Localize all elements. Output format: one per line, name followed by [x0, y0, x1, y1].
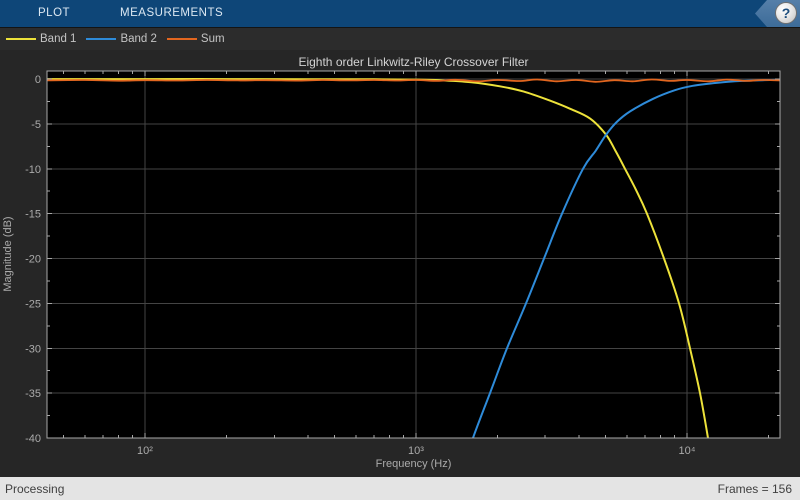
- legend-label-sum: Sum: [200, 33, 225, 45]
- legend-label-band2: Band 2: [120, 33, 157, 45]
- y-tick-label: -25: [25, 298, 41, 310]
- y-tick-label: 0: [35, 74, 41, 86]
- legend-swatch-sum: [166, 38, 197, 40]
- question-icon: ?: [781, 5, 791, 21]
- tab-plot[interactable]: PLOT: [38, 7, 71, 19]
- x-tick-label: 10⁴: [678, 445, 695, 457]
- y-tick-label: -40: [25, 433, 41, 445]
- legend-item-band2[interactable]: Band 2: [86, 33, 157, 45]
- frames-counter: Frames = 156: [717, 481, 792, 496]
- x-tick-label: 10³: [408, 445, 424, 457]
- figure-area: 10² 10³ 10⁴ 0 -5 -10 -15 -20 -25 -30 -35 -40 Eighth …: [0, 50, 800, 477]
- tab-measurements[interactable]: MEASUREMENTS: [120, 7, 224, 19]
- series-curve-sum: [47, 78, 780, 83]
- status-message: Processing: [5, 481, 65, 496]
- toolstrip: PLOT MEASUREMENTS ?: [0, 0, 800, 27]
- status-bar: Processing Frames = 156: [0, 477, 800, 500]
- legend-swatch-band2: [86, 38, 117, 40]
- axes-border: [46, 70, 781, 439]
- legend-label-band1: Band 1: [40, 33, 77, 45]
- x-axis-label: Frequency (Hz): [376, 458, 452, 470]
- y-tick-label: -15: [25, 209, 41, 221]
- y-tick-label: -20: [25, 254, 41, 266]
- series-curves: [47, 78, 780, 438]
- y-tick-label: -10: [25, 164, 41, 176]
- help-button[interactable]: ?: [775, 2, 797, 24]
- y-tick-label: -30: [25, 343, 41, 355]
- chart-title: Eighth order Linkwitz-Riley Crossover Fi…: [298, 55, 528, 69]
- series-curve-band-2: [471, 78, 780, 438]
- tick-labels: 10² 10³ 10⁴ 0 -5 -10 -15 -20 -25 -30 -35 -40: [25, 74, 696, 457]
- plot-background: [47, 71, 780, 438]
- help-flyout: ?: [754, 0, 800, 27]
- legend-swatch-band1: [6, 38, 36, 40]
- x-tick-label: 10²: [137, 445, 153, 457]
- legend-item-band1[interactable]: Band 1: [6, 33, 76, 45]
- y-tick-label: -5: [31, 119, 41, 131]
- y-tick-label: -35: [25, 388, 41, 400]
- legend: Band 1 Band 2 Sum: [0, 27, 800, 50]
- legend-item-sum[interactable]: Sum: [166, 33, 225, 45]
- y-axis-label: Magnitude (dB): [2, 216, 14, 291]
- axis-ticks: [47, 71, 780, 439]
- magnitude-response-chart[interactable]: 10² 10³ 10⁴ 0 -5 -10 -15 -20 -25 -30 -35 -40 Eighth …: [0, 50, 800, 477]
